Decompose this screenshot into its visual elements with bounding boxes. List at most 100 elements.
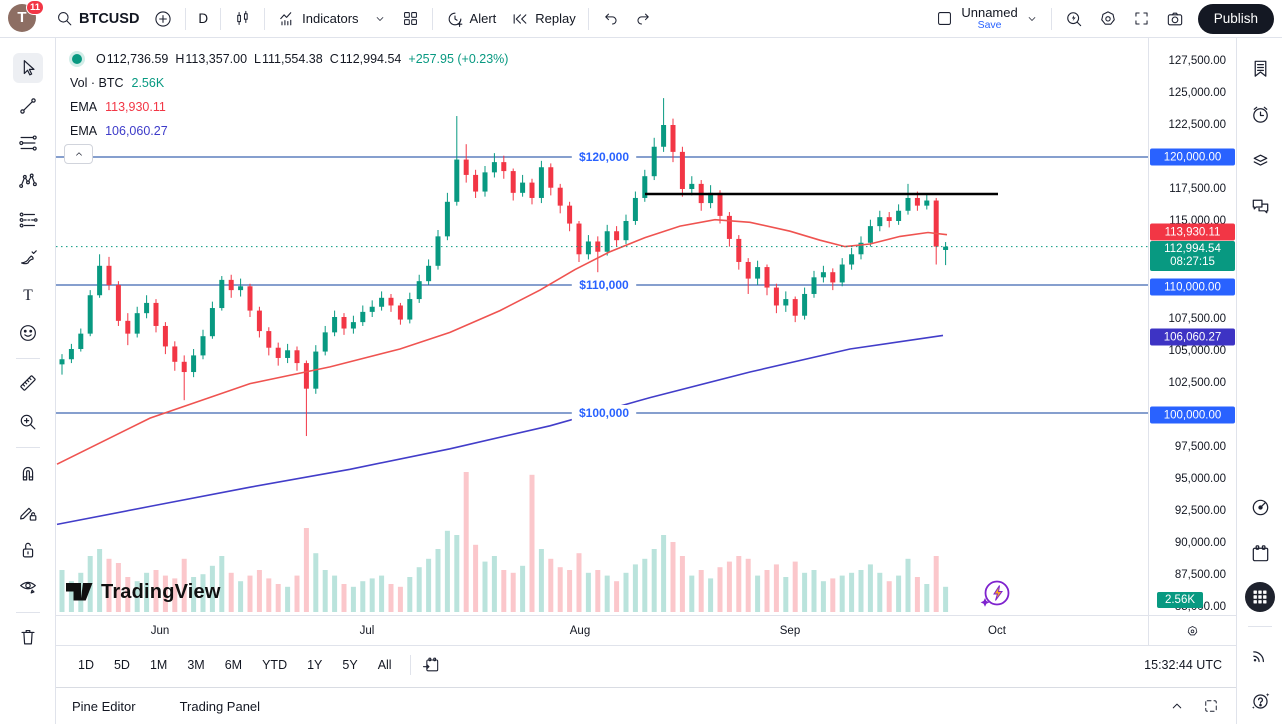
brush-tool-button[interactable] — [13, 242, 43, 272]
legend-ema-slow-row[interactable]: EMA 106,060.27 — [70, 121, 508, 141]
layout-name-menu[interactable]: Unnamed Save — [961, 5, 1017, 32]
calendar-button[interactable] — [1244, 537, 1276, 569]
layout-menu-chevron[interactable] — [1018, 5, 1046, 33]
ideas-stream-button[interactable] — [1244, 491, 1276, 523]
range-button-5y[interactable]: 5Y — [334, 654, 365, 676]
text-tool-button[interactable]: T — [13, 280, 43, 310]
hotlists-button[interactable] — [1244, 144, 1276, 176]
range-button-1y[interactable]: 1Y — [299, 654, 330, 676]
undo-button[interactable] — [594, 5, 627, 33]
save-layout-link[interactable]: Save — [977, 18, 1002, 31]
trading-panel-tab[interactable]: Trading Panel — [179, 698, 261, 714]
range-button-all[interactable]: All — [370, 654, 400, 676]
xabcd-pattern-icon — [19, 173, 37, 189]
quick-search-button[interactable] — [1057, 5, 1091, 33]
legend-ohlc-row[interactable]: O 112,736.59 H 113,357.00 L 111,554.38 C… — [70, 49, 508, 69]
indicators-icon — [280, 11, 292, 25]
magnet-mode-button[interactable] — [13, 458, 43, 488]
notifications-button[interactable] — [1244, 638, 1276, 670]
close-value: 112,994.54 — [339, 52, 402, 66]
chart-style-button[interactable] — [226, 5, 259, 33]
publish-button[interactable]: Publish — [1197, 3, 1274, 34]
toolbar-divider — [264, 7, 266, 30]
forecast-tool-button[interactable] — [13, 205, 43, 235]
legend-ema-fast-row[interactable]: EMA 113,930.11 — [70, 97, 508, 117]
layout-grid-button[interactable] — [394, 5, 427, 33]
legend-volume-row[interactable]: Vol · BTC 2.56K — [70, 73, 508, 93]
time-axis[interactable]: Jun Jul Aug Sep Oct — [56, 615, 1236, 646]
alerts-panel-button[interactable] — [1244, 98, 1276, 130]
pine-editor-tab[interactable]: Pine Editor — [72, 698, 136, 714]
undo-icon — [604, 13, 617, 25]
watermark-text: TradingView — [101, 581, 221, 603]
top-toolbar: T 11 BTCUSD D — [0, 0, 1282, 38]
alert-button[interactable]: Alert — [438, 5, 504, 33]
low-label: L — [254, 52, 261, 66]
range-button-6m[interactable]: 6M — [217, 654, 250, 676]
apps-grid-icon — [1245, 582, 1275, 612]
pencil-lock-icon — [20, 507, 37, 521]
price-tick: 125,000.00 — [1168, 87, 1226, 99]
flash-event-sticker[interactable] — [980, 580, 1010, 607]
symbol-search-button[interactable]: BTCUSD — [48, 5, 146, 33]
price-label-ema-fast: 113,930.11 — [1150, 223, 1235, 241]
settings-button[interactable] — [1091, 5, 1125, 33]
measure-tool-button[interactable] — [13, 368, 43, 398]
price-chart-canvas[interactable]: $120,000 $110,000 $100,000 — [56, 38, 1148, 615]
alarm-clock-icon — [1252, 106, 1268, 123]
zoom-in-tool-button[interactable] — [13, 407, 43, 437]
price-tick: 105,000.00 — [1168, 345, 1226, 357]
high-value: 113,357.00 — [185, 52, 248, 66]
cursor-tool-button[interactable] — [13, 53, 43, 83]
pattern-tool-button[interactable] — [13, 166, 43, 196]
notification-badge: 11 — [25, 0, 44, 15]
maximize-panel-button[interactable] — [1202, 697, 1220, 715]
remove-drawings-button[interactable] — [13, 622, 43, 652]
price-axis[interactable]: 127,500.00 125,000.00 122,500.00 117,500.00… — [1148, 38, 1236, 615]
toolbar-divider — [16, 447, 40, 448]
apps-menu-button[interactable] — [1244, 581, 1276, 613]
svg-text:T: T — [23, 287, 33, 304]
range-button-1m[interactable]: 1M — [142, 654, 175, 676]
indicators-button[interactable]: Indicators — [270, 5, 365, 33]
chat-bubbles-icon — [1252, 199, 1268, 213]
range-button-5d[interactable]: 5D — [106, 654, 138, 676]
lock-drawings-button[interactable] — [13, 535, 43, 565]
snapshot-button[interactable] — [1158, 5, 1192, 33]
interval-button[interactable]: D — [191, 5, 215, 33]
watchlist-button[interactable] — [1244, 52, 1276, 84]
fib-tool-button[interactable] — [13, 128, 43, 158]
compare-add-button[interactable] — [146, 5, 180, 33]
trend-line-tool-button[interactable] — [13, 91, 43, 121]
chat-button[interactable] — [1244, 190, 1276, 222]
emoji-tool-button[interactable] — [13, 318, 43, 348]
month-label-sep: Sep — [779, 625, 801, 637]
price-tick: 97,500.00 — [1174, 441, 1226, 453]
expand-panel-button[interactable] — [1168, 697, 1186, 715]
svg-text:$100,000: $100,000 — [579, 406, 629, 420]
range-button-1d[interactable]: 1D — [70, 654, 102, 676]
range-button-ytd[interactable]: YTD — [254, 654, 295, 676]
redo-button[interactable] — [627, 5, 660, 33]
price-axis-settings-button[interactable] — [1185, 624, 1200, 639]
session-clock[interactable]: 15:32:44 UTC — [1144, 657, 1222, 672]
go-to-date-button[interactable] — [421, 655, 441, 675]
chart-pane[interactable]: $120,000 $110,000 $100,000 O 112,736.59 H … — [56, 38, 1148, 615]
help-button[interactable] — [1244, 684, 1276, 716]
drawing-mode-lock-button[interactable] — [13, 497, 43, 527]
collapse-legend-button[interactable] — [64, 144, 93, 164]
range-button-3m[interactable]: 3M — [179, 654, 212, 676]
chevron-down-icon — [1028, 16, 1036, 21]
svg-text:$120,000: $120,000 — [579, 150, 629, 164]
bottom-panel: Pine Editor Trading Panel — [56, 687, 1236, 724]
search-icon — [58, 12, 72, 26]
hide-drawings-button[interactable] — [13, 571, 43, 601]
grid-layout-icon — [403, 12, 417, 25]
indicator-templates-button[interactable] — [366, 5, 394, 33]
fullscreen-button[interactable] — [1125, 5, 1158, 33]
range-buttons: 1D 5D 1M 3M 6M YTD 1Y 5Y All — [70, 654, 400, 676]
replay-button[interactable]: Replay — [503, 5, 582, 33]
magnet-icon — [22, 466, 34, 481]
user-avatar[interactable]: T 11 — [8, 0, 44, 34]
select-layout-checkbox[interactable] — [928, 5, 961, 33]
